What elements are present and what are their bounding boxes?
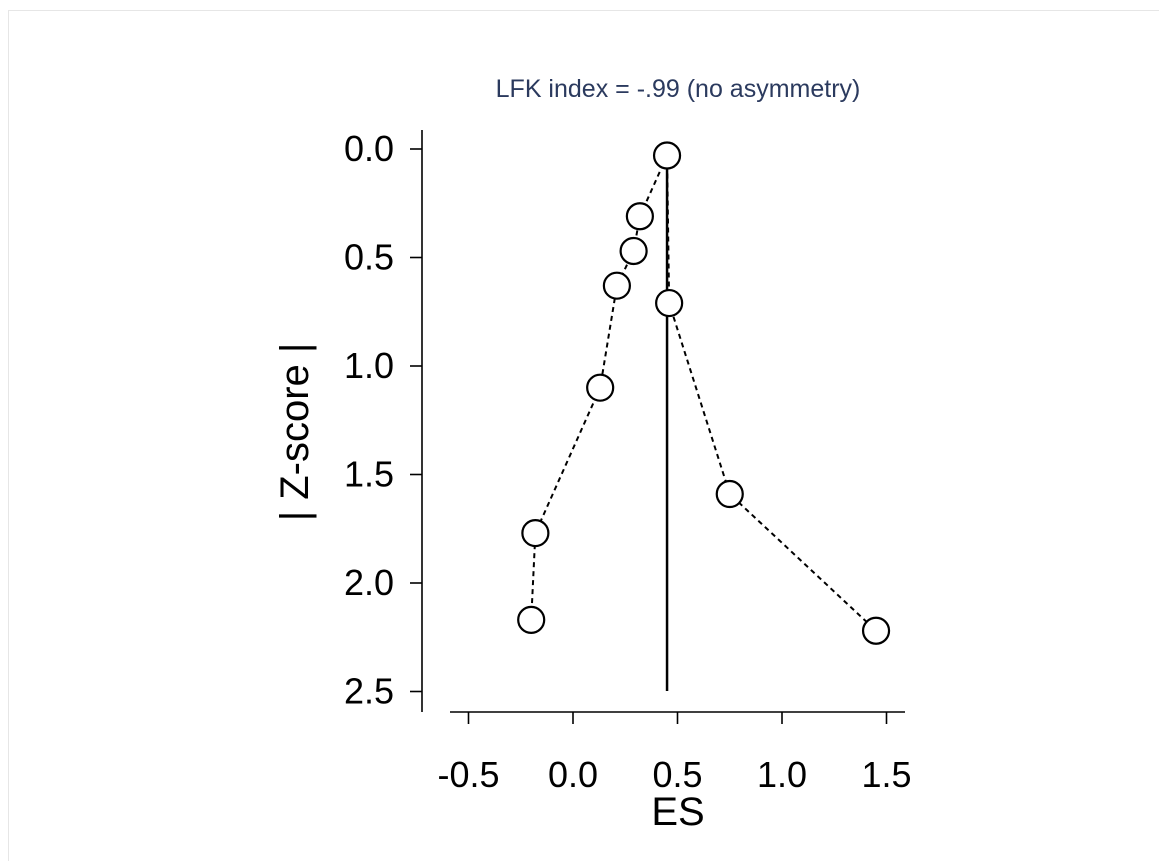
data-point	[521, 518, 550, 548]
x-tick-label: 0.0	[548, 754, 598, 795]
data-point	[655, 288, 684, 318]
y-ticks: 0.0 0.5 1.0 1.5 2.0 2.5	[344, 128, 422, 712]
chart-title: LFK index = -.99 (no asymmetry)	[496, 75, 861, 103]
data-point	[586, 373, 615, 402]
x-tick-label: 0.5	[652, 754, 702, 795]
data-points	[517, 141, 891, 645]
y-tick-label: 1.5	[344, 454, 394, 495]
data-point	[715, 479, 744, 509]
y-axis-label: | Z-score |	[273, 343, 317, 522]
x-tick-label: 1.5	[861, 754, 911, 795]
connector-line	[666, 155, 877, 632]
data-point	[602, 271, 631, 300]
data-point	[619, 236, 648, 266]
x-tick-label: 1.0	[757, 754, 807, 795]
y-tick-label: 0.5	[344, 237, 394, 278]
x-tick-label: -0.5	[437, 754, 499, 795]
y-tick-label: 2.5	[344, 671, 394, 712]
data-point	[861, 616, 891, 645]
x-ticks: -0.5 0.0 0.5 1.0 1.5	[437, 712, 912, 795]
y-tick-label: 2.0	[344, 562, 394, 603]
x-axis-label: ES	[651, 790, 704, 834]
axes	[421, 130, 905, 713]
connector-lines	[530, 155, 877, 632]
data-point	[652, 141, 682, 170]
data-point	[625, 202, 654, 231]
y-tick-label: 1.0	[344, 345, 394, 386]
figure-frame	[8, 10, 1159, 861]
y-tick-label: 0.0	[344, 128, 394, 169]
data-point	[517, 605, 546, 634]
